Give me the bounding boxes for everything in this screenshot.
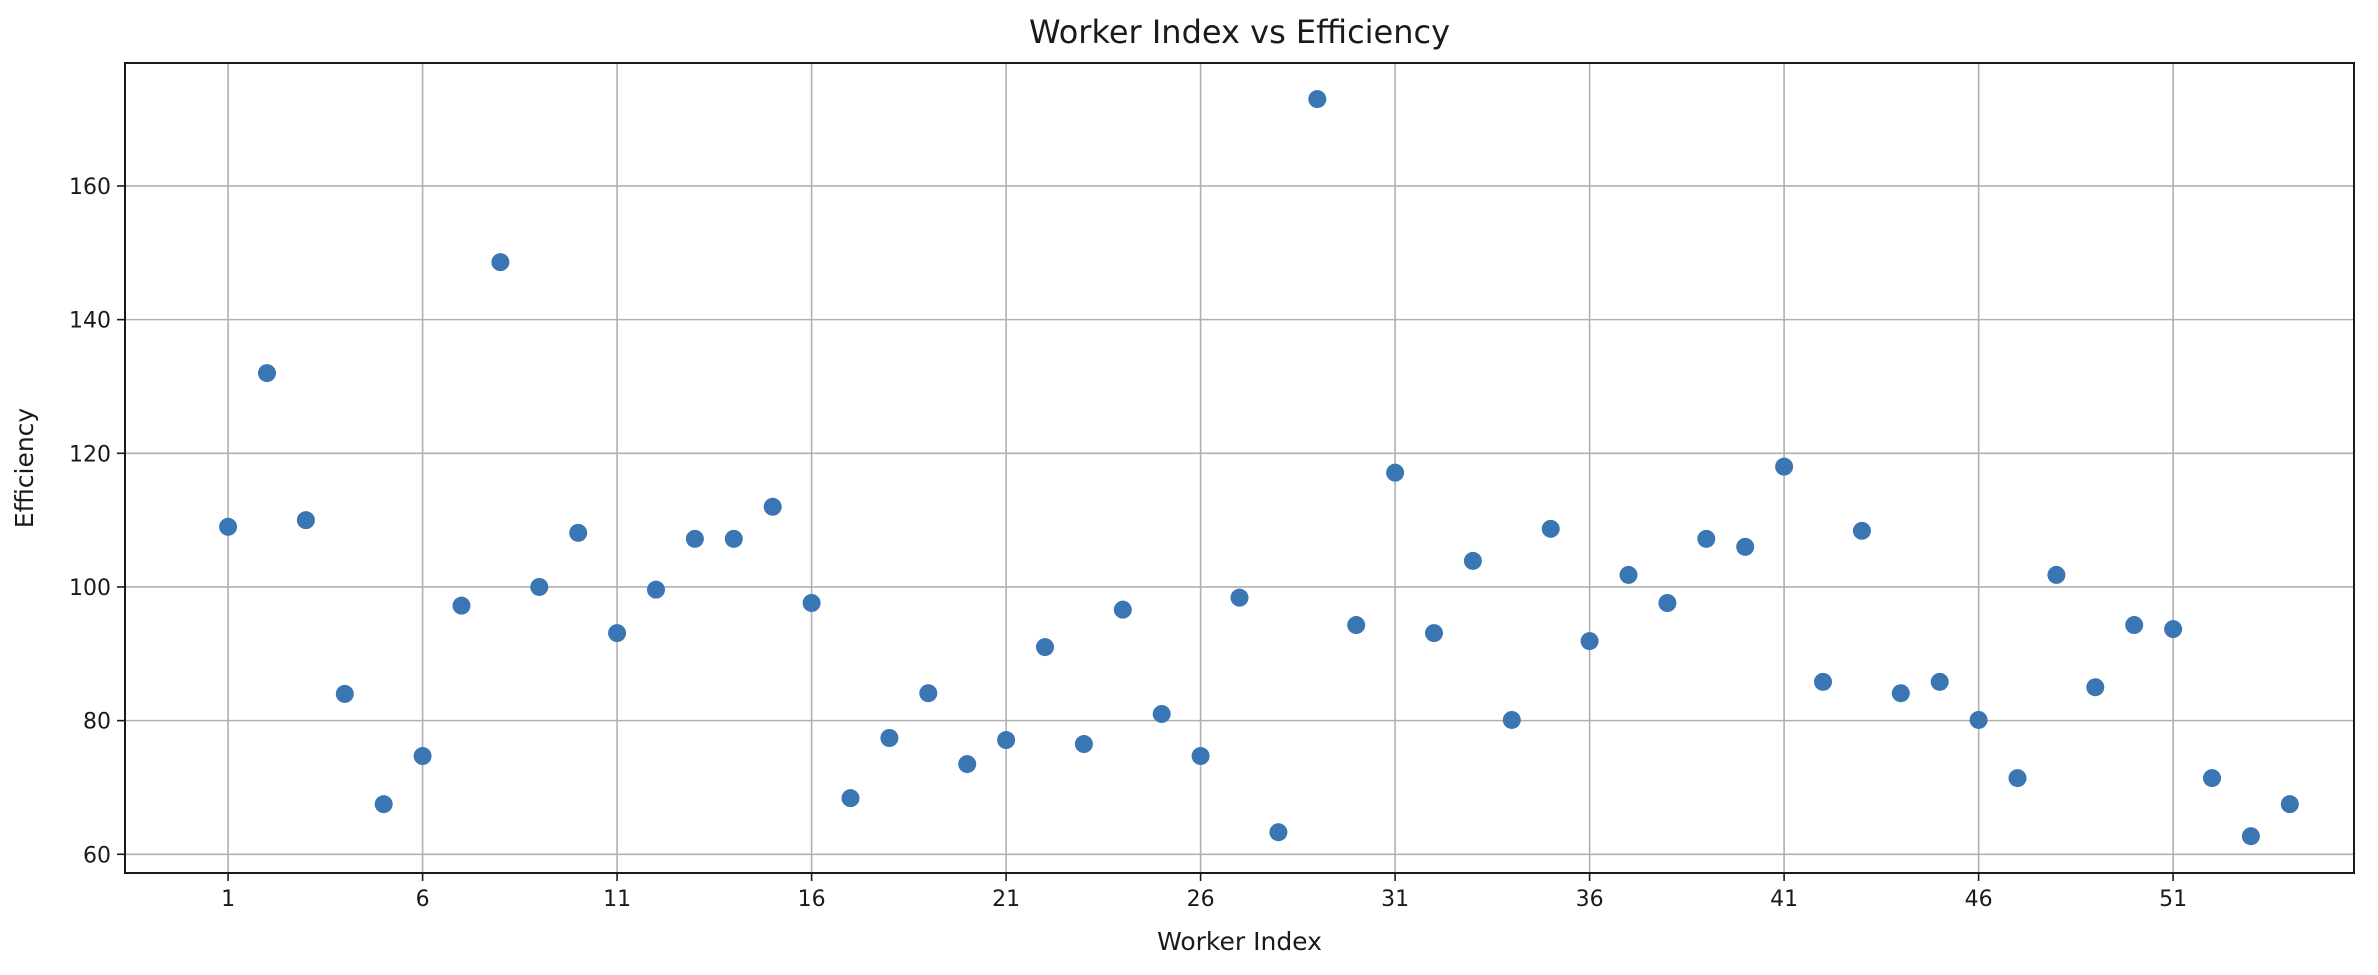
data-point <box>2125 616 2144 635</box>
data-points <box>219 90 2299 846</box>
data-point <box>919 684 938 703</box>
data-point <box>1425 624 1444 643</box>
data-point <box>219 517 238 536</box>
x-tick-label: 36 <box>1576 887 1604 912</box>
data-point <box>608 624 627 643</box>
data-point <box>1580 632 1599 651</box>
data-point <box>2203 769 2222 788</box>
x-tick-label: 31 <box>1381 887 1409 912</box>
data-point <box>763 497 782 516</box>
data-point <box>1891 684 1910 703</box>
plot-frame <box>124 62 2355 874</box>
x-tick-label: 41 <box>1770 887 1798 912</box>
x-tick-label: 16 <box>798 887 826 912</box>
x-tick-label: 1 <box>221 887 235 912</box>
data-point <box>1814 672 1833 691</box>
data-point <box>2164 620 2183 639</box>
data-point <box>2047 565 2066 584</box>
data-point <box>724 529 743 548</box>
data-point <box>1463 551 1482 570</box>
chart-title: Worker Index vs Efficiency <box>1029 13 1450 51</box>
data-point <box>1269 823 1288 842</box>
data-point <box>1074 735 1093 754</box>
data-point <box>1736 537 1755 556</box>
data-point <box>1035 638 1054 657</box>
x-tick-label: 26 <box>1187 887 1215 912</box>
y-tick-label: 120 <box>69 442 111 467</box>
data-point <box>2086 678 2105 697</box>
data-point <box>296 511 315 530</box>
data-point <box>491 253 510 272</box>
x-tick-label: 51 <box>2159 887 2187 912</box>
data-point <box>1308 90 1327 109</box>
data-point <box>530 577 549 596</box>
data-point <box>452 596 471 615</box>
data-point <box>1852 521 1871 540</box>
data-point <box>1113 600 1132 619</box>
x-tick-label: 46 <box>1965 887 1993 912</box>
data-point <box>1386 463 1405 482</box>
y-tick-label: 140 <box>69 309 111 334</box>
data-point <box>335 684 354 703</box>
y-tick-label: 100 <box>69 576 111 601</box>
data-point <box>802 594 821 612</box>
y-axis-label: Efficiency <box>10 408 39 529</box>
data-point <box>1230 588 1249 607</box>
data-point <box>685 529 704 548</box>
data-point <box>413 747 432 766</box>
data-point <box>1775 457 1794 476</box>
data-point <box>1152 704 1171 723</box>
data-point <box>569 523 588 542</box>
data-point <box>1658 594 1677 612</box>
x-tick-label: 11 <box>603 887 631 912</box>
y-tick-label: 80 <box>83 710 111 735</box>
data-point <box>374 795 393 814</box>
y-tick-label: 160 <box>69 175 111 200</box>
data-point <box>2280 795 2299 814</box>
data-point <box>841 789 860 808</box>
x-axis-label: Worker Index <box>1157 927 1322 956</box>
data-point <box>1191 747 1210 766</box>
data-point <box>958 755 977 774</box>
data-point <box>1969 710 1988 729</box>
y-tick-label: 60 <box>83 843 111 868</box>
data-point <box>2008 769 2027 788</box>
data-point <box>880 729 899 747</box>
data-point <box>1930 672 1949 691</box>
data-point <box>1502 710 1521 729</box>
data-point <box>1697 529 1716 548</box>
data-point <box>2241 827 2260 846</box>
data-point <box>1541 519 1560 538</box>
data-point <box>646 580 665 599</box>
x-tick-label: 6 <box>416 887 430 912</box>
data-point <box>1619 565 1638 584</box>
x-tick-label: 21 <box>992 887 1020 912</box>
data-point <box>1347 616 1366 635</box>
data-point <box>257 364 276 383</box>
data-point <box>997 731 1016 750</box>
